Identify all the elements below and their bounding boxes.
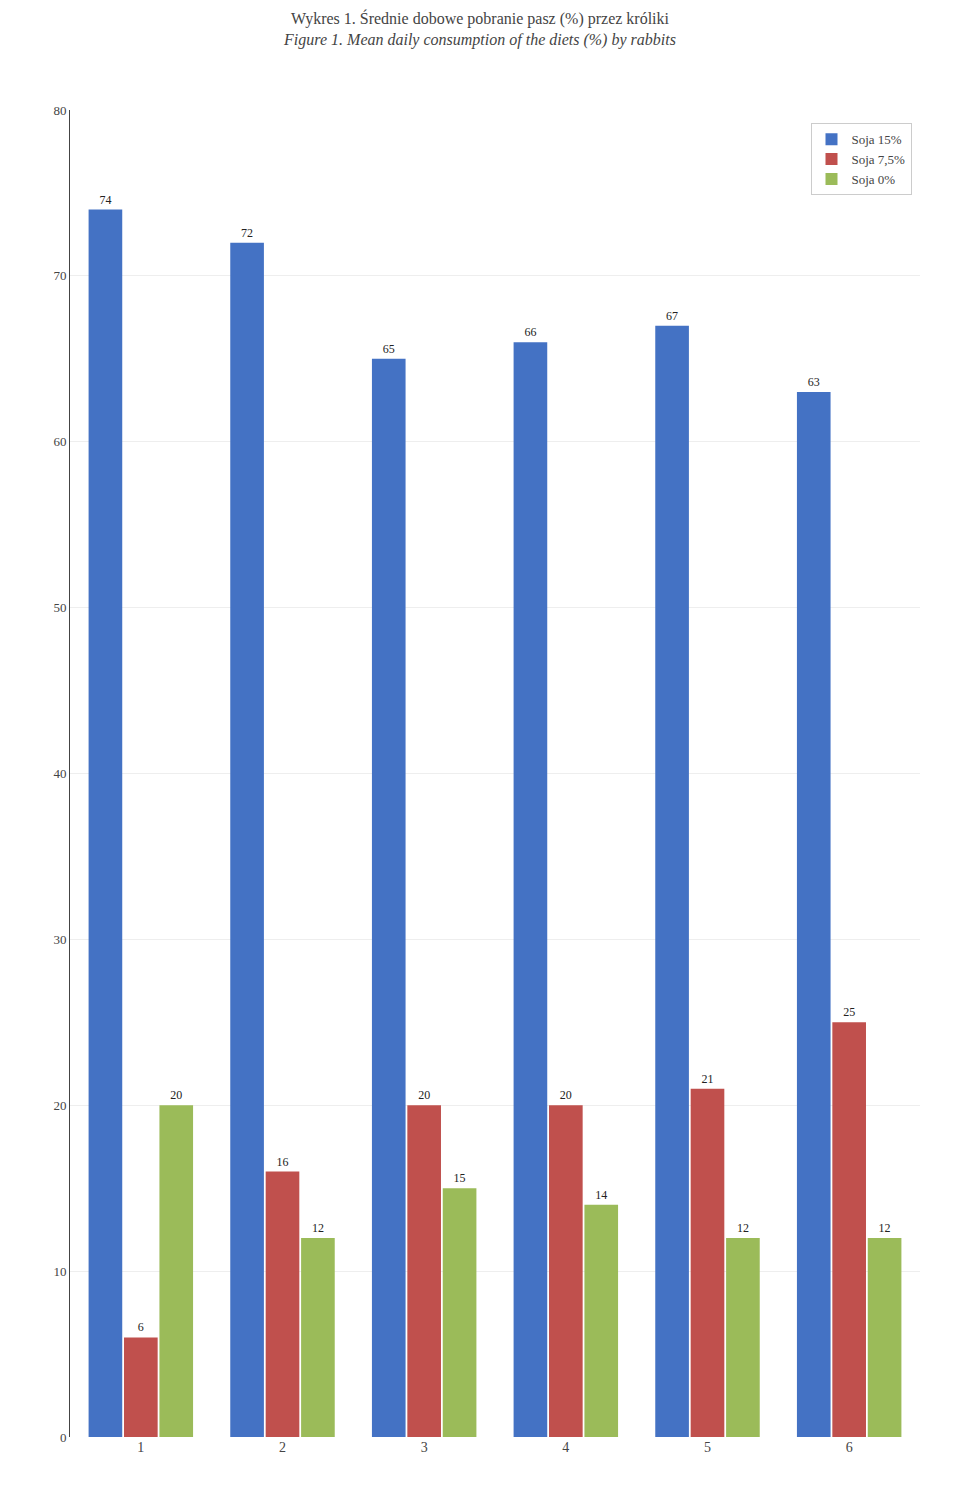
svg-text:80: 80: [53, 103, 66, 118]
svg-text:1: 1: [137, 1440, 144, 1455]
svg-text:5: 5: [704, 1440, 711, 1455]
svg-text:6: 6: [846, 1440, 853, 1455]
svg-text:Soja 7,5%: Soja 7,5%: [852, 152, 906, 167]
svg-text:25: 25: [843, 1005, 855, 1019]
svg-text:Soja 15%: Soja 15%: [852, 132, 902, 147]
svg-text:70: 70: [53, 268, 66, 283]
svg-text:0: 0: [60, 1430, 67, 1445]
svg-text:12: 12: [312, 1221, 324, 1235]
svg-text:72: 72: [241, 226, 253, 240]
svg-text:20: 20: [53, 1098, 66, 1113]
svg-text:74: 74: [99, 193, 111, 207]
svg-text:10: 10: [53, 1264, 66, 1279]
svg-text:12: 12: [737, 1221, 749, 1235]
svg-text:3: 3: [421, 1440, 428, 1455]
svg-text:4: 4: [562, 1440, 569, 1455]
svg-text:20: 20: [560, 1088, 572, 1102]
svg-text:66: 66: [524, 325, 536, 339]
svg-text:20: 20: [418, 1088, 430, 1102]
svg-text:14: 14: [595, 1188, 607, 1202]
svg-text:50: 50: [53, 600, 66, 615]
svg-text:16: 16: [277, 1155, 289, 1169]
svg-text:65: 65: [383, 342, 395, 356]
svg-text:12: 12: [879, 1221, 891, 1235]
svg-text:40: 40: [53, 766, 66, 781]
svg-text:15: 15: [454, 1171, 466, 1185]
svg-text:Soja 0%: Soja 0%: [852, 172, 896, 187]
svg-text:Wykres 1. Średnie dobowe pobra: Wykres 1. Średnie dobowe pobranie pasz (…: [283, 9, 676, 49]
svg-text:67: 67: [666, 309, 678, 323]
svg-text:60: 60: [53, 434, 66, 449]
svg-text:63: 63: [808, 375, 820, 389]
svg-text:2: 2: [279, 1440, 286, 1455]
svg-text:30: 30: [53, 932, 66, 947]
svg-text:6: 6: [138, 1320, 144, 1334]
svg-text:21: 21: [702, 1072, 714, 1086]
svg-text:20: 20: [170, 1088, 182, 1102]
